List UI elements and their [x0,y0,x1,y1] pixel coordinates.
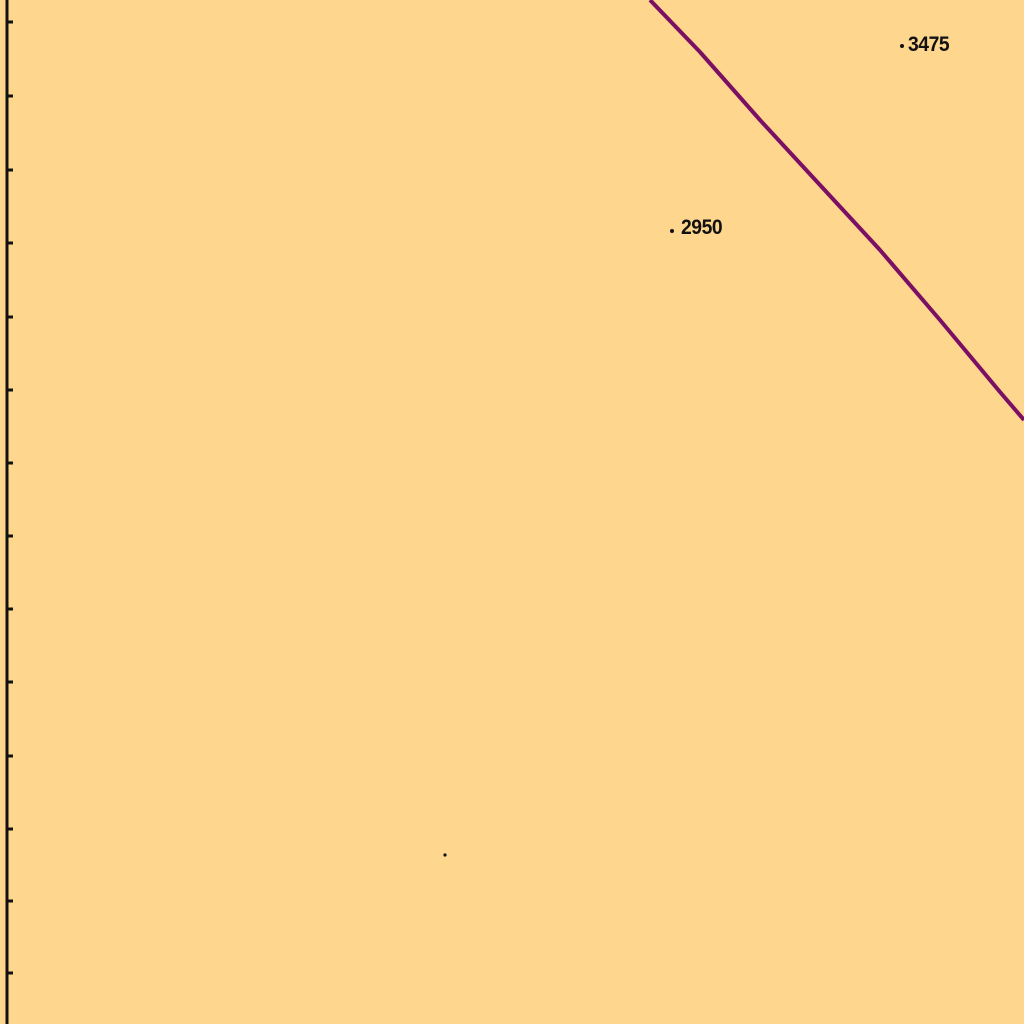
frame-tick-marks [7,20,13,975]
spot-height-3475-label: 3475 [908,33,950,56]
spot-height-dot [900,44,904,48]
boundary-line [648,0,1024,422]
survey-point [443,853,447,857]
spot-height-2950-label: 2950 [681,216,723,239]
map-frame-edge [5,0,13,1024]
spot-height-dot [670,229,674,233]
